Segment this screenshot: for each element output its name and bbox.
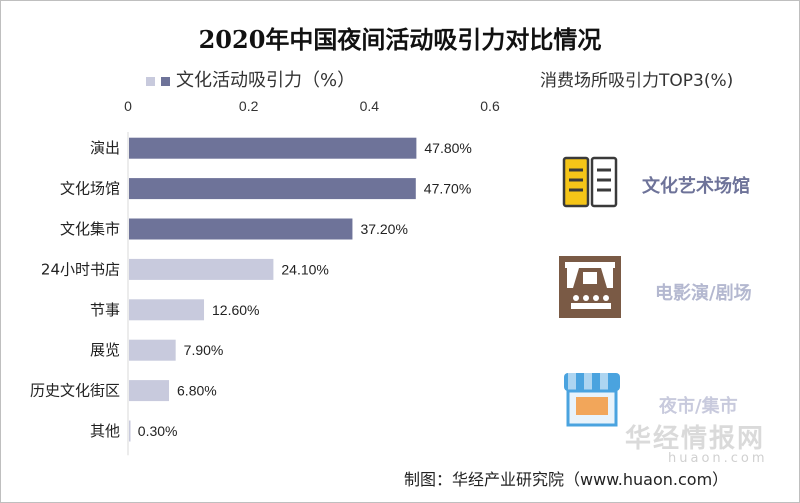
chart-title: 2020年中国夜间活动吸引力对比情况 bbox=[198, 25, 602, 54]
legend: 文化活动吸引力（%） bbox=[146, 66, 355, 92]
legend-label: 文化活动吸引力（%） bbox=[176, 70, 356, 91]
bar bbox=[129, 299, 205, 321]
bar bbox=[129, 420, 131, 442]
x-tick-label: 0 bbox=[124, 98, 132, 114]
book-icon bbox=[559, 152, 621, 216]
category-label: 24小时书店 bbox=[41, 260, 120, 278]
category-label: 其他 bbox=[90, 422, 120, 440]
legend-swatch-dark bbox=[161, 76, 170, 86]
data-label: 7.90% bbox=[184, 342, 224, 358]
venue-label-2: 电影演/剧场 bbox=[655, 283, 752, 304]
bar bbox=[129, 258, 274, 280]
data-label: 12.60% bbox=[212, 302, 259, 318]
bars: 演出 47.80% 文化场馆 47.70% 文化集市 37.20% 24小时书店 24.10%… bbox=[30, 137, 472, 442]
category-label: 演出 bbox=[90, 139, 120, 157]
data-label: 0.30% bbox=[138, 423, 178, 439]
venue-label-3: 夜市/集市 bbox=[659, 396, 738, 417]
bar bbox=[129, 339, 176, 361]
data-label: 47.70% bbox=[424, 181, 471, 197]
data-label: 24.10% bbox=[281, 261, 328, 277]
bar bbox=[129, 137, 417, 159]
data-label: 6.80% bbox=[177, 383, 217, 399]
source-note: 制图：华经产业研究院（www.huaon.com） bbox=[404, 470, 729, 489]
x-tick-label: 0.2 bbox=[239, 98, 259, 114]
venue-label-1: 文化艺术场馆 bbox=[642, 176, 750, 197]
bar bbox=[129, 218, 353, 240]
category-label: 节事 bbox=[90, 301, 120, 319]
side-panel-title: 消费场所吸引力TOP3(%) bbox=[540, 71, 734, 91]
watermark: 华经情报网 bbox=[625, 424, 766, 454]
theater-icon bbox=[559, 256, 621, 322]
category-label: 历史文化街区 bbox=[30, 382, 120, 400]
market-stall-icon bbox=[560, 369, 624, 433]
x-tick-label: 0.6 bbox=[480, 98, 500, 114]
category-label: 文化集市 bbox=[60, 220, 120, 238]
data-label: 47.80% bbox=[424, 140, 471, 156]
bar bbox=[129, 178, 416, 200]
category-label: 展览 bbox=[90, 341, 120, 359]
category-label: 文化场馆 bbox=[60, 180, 120, 198]
watermark-url: huaon.com bbox=[668, 451, 768, 466]
data-label: 37.20% bbox=[360, 221, 407, 237]
x-axis: 0 0.2 0.4 0.6 bbox=[124, 98, 500, 456]
bar bbox=[129, 380, 170, 402]
legend-swatch-light bbox=[146, 76, 155, 86]
x-tick-label: 0.4 bbox=[360, 98, 380, 114]
